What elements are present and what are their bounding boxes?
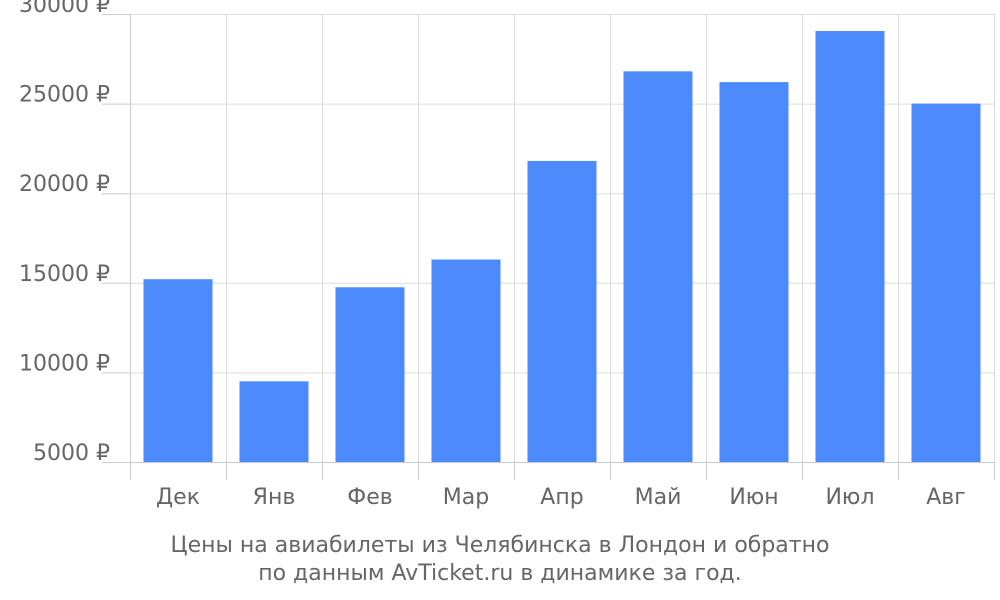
- x-tick-label: Дек: [156, 485, 200, 510]
- y-tick-label: 5000 ₽: [33, 441, 110, 466]
- y-tick-label: 15000 ₽: [19, 262, 110, 287]
- bar-Янв: [239, 381, 309, 462]
- x-tick-label: Май: [635, 485, 682, 510]
- bar-Авг: [911, 103, 981, 462]
- x-tick-label: Июл: [825, 485, 874, 510]
- bar-Фев: [335, 287, 405, 462]
- bar-Дек: [143, 279, 213, 462]
- y-axis-labels: 5000 ₽ 10000 ₽ 15000 ₽ 20000 ₽ 25000 ₽ 30000 …: [19, 0, 110, 466]
- bar-Апр: [527, 160, 597, 462]
- chart-grid: [130, 14, 995, 463]
- x-tick-label: Июн: [729, 485, 778, 510]
- y-tick-label: 30000 ₽: [19, 0, 110, 18]
- x-tick-label: Янв: [253, 485, 296, 510]
- bar-Май: [623, 71, 693, 463]
- x-tick-label: Апр: [540, 485, 583, 510]
- chart-bars: [143, 31, 981, 463]
- x-axis-labels: Дек Янв Фев Мар Апр Май Июн Июл Авг: [156, 485, 966, 510]
- x-tick-label: Фев: [347, 485, 392, 510]
- y-tick-label: 10000 ₽: [19, 351, 110, 376]
- bar-Июн: [719, 82, 789, 462]
- chart-caption: Цены на авиабилеты из Челябинска в Лондо…: [0, 532, 1000, 588]
- y-tick-label: 25000 ₽: [19, 83, 110, 108]
- x-tick-label: Мар: [443, 485, 489, 510]
- caption-line-2: по данным AvTicket.ru в динамике за год.: [258, 561, 742, 586]
- y-tick-label: 20000 ₽: [19, 172, 110, 197]
- caption-line-1: Цены на авиабилеты из Челябинска в Лондо…: [170, 533, 830, 558]
- x-tick-label: Авг: [926, 485, 966, 510]
- chart-axes: [102, 14, 995, 480]
- bar-chart: 5000 ₽ 10000 ₽ 15000 ₽ 20000 ₽ 25000 ₽ 30000 …: [19, 0, 995, 510]
- bar-Июл: [815, 31, 885, 463]
- bar-Мар: [431, 259, 501, 462]
